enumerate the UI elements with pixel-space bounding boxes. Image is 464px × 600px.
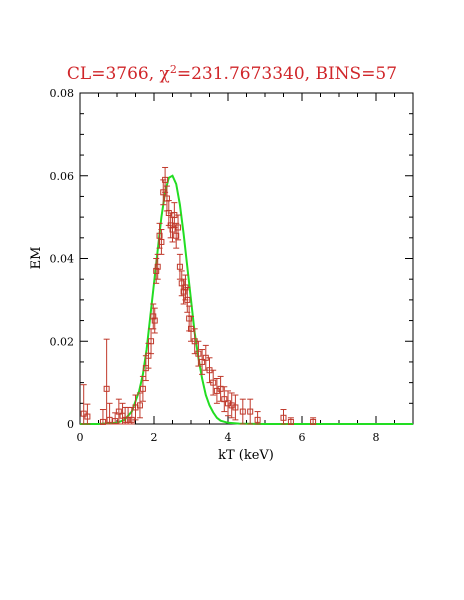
data-point (199, 349, 206, 375)
point-marker (153, 267, 160, 274)
point-marker (287, 418, 294, 425)
point-marker (180, 288, 187, 295)
y-tick-label: 0.02 (50, 335, 75, 348)
data-point (125, 406, 132, 425)
data-point (99, 409, 106, 425)
point-marker (112, 418, 119, 425)
data-point (106, 402, 113, 425)
point-marker (154, 263, 161, 270)
data-point (280, 409, 287, 425)
point-marker (247, 408, 254, 415)
point-marker (158, 238, 165, 245)
data-point (287, 417, 294, 425)
data-point (202, 344, 209, 371)
y-tick-label: 0 (67, 418, 74, 431)
data-point (210, 369, 217, 396)
data-point (217, 375, 224, 402)
point-marker (221, 396, 228, 403)
point-marker (148, 338, 155, 345)
y-tick-label: 0.04 (50, 253, 75, 266)
point-marker (176, 263, 183, 270)
point-marker (184, 296, 191, 303)
data-points (80, 166, 317, 425)
point-marker (210, 379, 217, 386)
x-tick-label: 2 (151, 431, 158, 444)
axis-ticks (79, 92, 414, 425)
point-marker (103, 385, 110, 392)
point-marker (173, 232, 180, 239)
y-axis-label: EM (29, 247, 44, 270)
point-marker (310, 418, 317, 425)
point-marker (280, 414, 287, 421)
data-point (151, 307, 158, 334)
point-marker (139, 385, 146, 392)
chart-title-prefix: CL=3766, (67, 64, 160, 84)
point-marker (232, 404, 239, 411)
data-point (158, 229, 165, 255)
data-point (221, 386, 228, 413)
data-point (254, 411, 261, 425)
point-marker (239, 408, 246, 415)
point-marker (217, 385, 224, 392)
data-point (195, 340, 202, 367)
data-point (239, 398, 246, 425)
point-marker (115, 408, 122, 415)
model-curve (80, 174, 413, 425)
point-marker (162, 176, 169, 183)
point-marker (151, 317, 158, 324)
chart-title-chi-sup: 2 (170, 63, 177, 76)
point-marker (156, 232, 163, 239)
data-point (103, 338, 110, 425)
data-point (213, 377, 220, 404)
point-marker (136, 402, 143, 409)
data-point (112, 412, 119, 425)
point-marker (175, 224, 182, 231)
chart-title: CL=3766, χ2=231.7673340, BINS=57 (67, 63, 397, 85)
point-marker (199, 358, 206, 365)
point-marker (125, 416, 132, 423)
data-point (225, 390, 231, 417)
data-point (115, 398, 122, 425)
data-point (232, 394, 239, 421)
point-marker (167, 222, 174, 229)
point-marker (195, 350, 202, 357)
x-axis-label: kT (keV) (218, 448, 274, 463)
x-tick-label: 4 (225, 431, 232, 444)
y-tick-label: 0.06 (50, 170, 75, 183)
data-point (247, 398, 254, 425)
y-tick-labels: 0 0.02 0.04 0.06 0.08 (50, 87, 75, 431)
data-point (136, 392, 143, 419)
plot-frame (79, 92, 414, 425)
point-marker (150, 313, 157, 320)
point-marker (106, 416, 113, 423)
x-tick-label: 0 (77, 431, 84, 444)
point-marker (84, 413, 91, 420)
x-tick-label: 6 (299, 431, 306, 444)
data-point (84, 403, 91, 425)
data-point (154, 253, 161, 280)
data-point (175, 214, 182, 241)
chart-title-suffix: =231.7673340, BINS=57 (177, 64, 397, 84)
data-point (184, 286, 191, 313)
chart-title-chi: χ (160, 64, 170, 84)
point-marker (99, 418, 106, 425)
point-marker (178, 280, 185, 287)
y-tick-label: 0.08 (50, 87, 75, 100)
data-point (173, 222, 180, 249)
point-marker (254, 416, 261, 423)
data-point (310, 417, 317, 425)
x-tick-labels: 0 2 4 6 8 (77, 431, 380, 444)
x-tick-label: 8 (373, 431, 380, 444)
